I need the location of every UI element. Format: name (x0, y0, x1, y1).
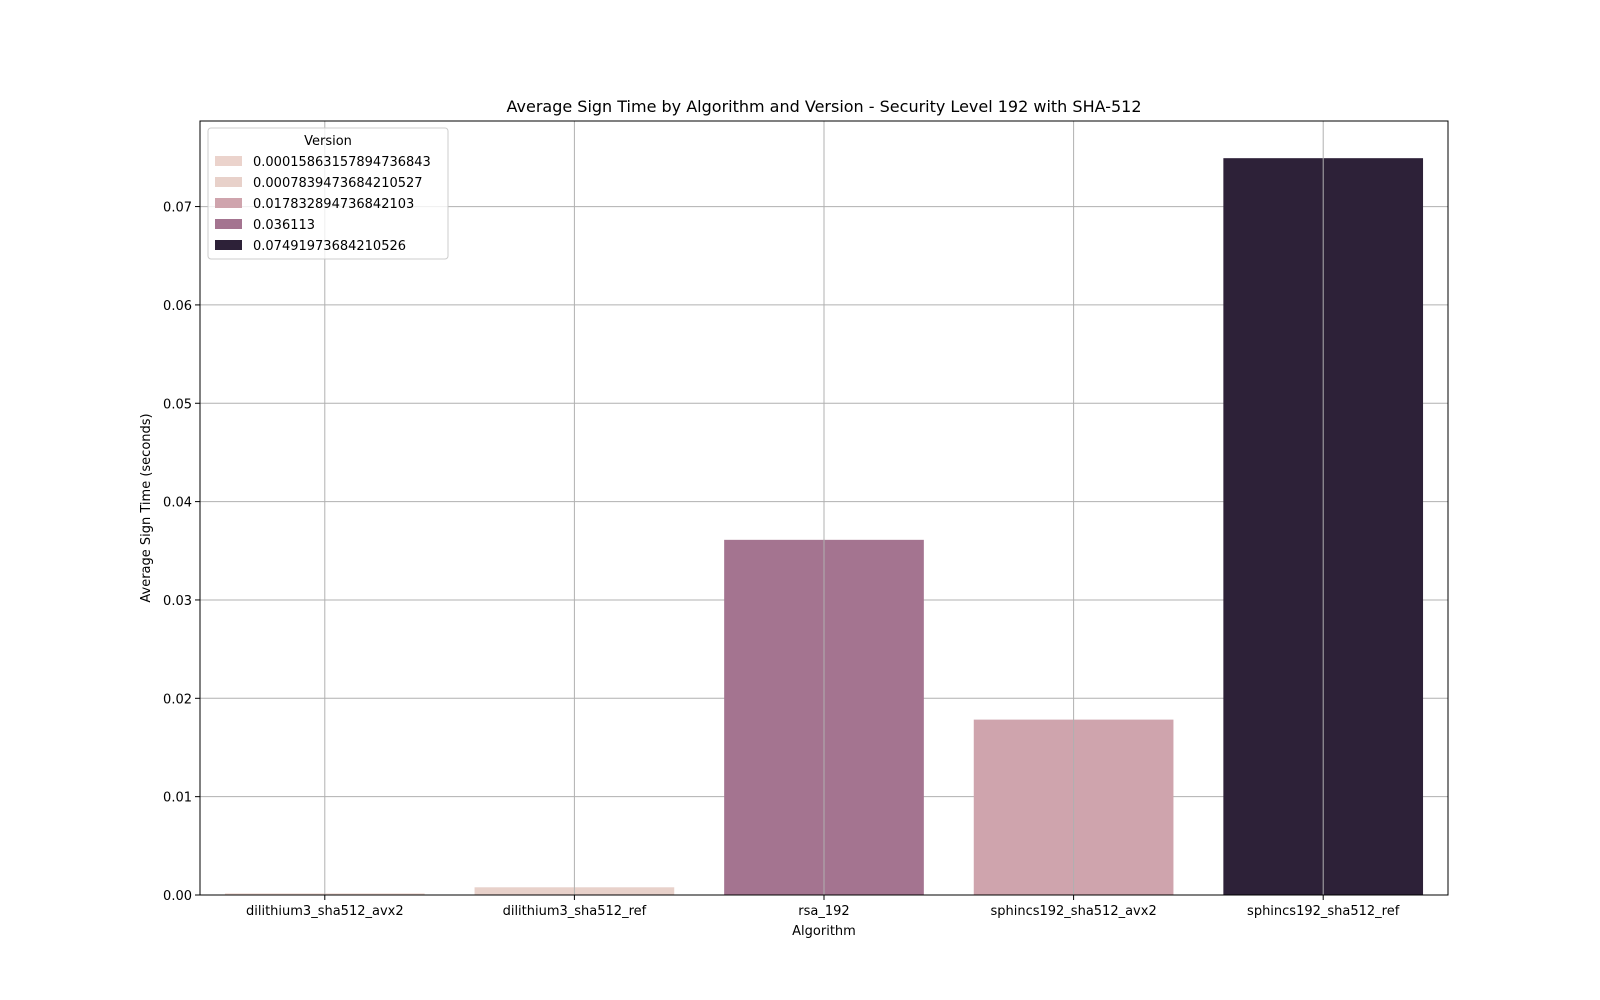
legend-label: 0.0007839473684210527 (253, 176, 423, 191)
legend-title: Version (304, 134, 352, 149)
bars-layer (224, 121, 1424, 895)
legend-swatch (215, 219, 242, 229)
legend-swatch (215, 156, 242, 166)
x-axis: dilithium3_sha512_avx2 dilithium3_sha512_… (246, 895, 1400, 919)
y-tick-label: 0.01 (163, 791, 192, 806)
legend-label: 0.017832894736842103 (253, 197, 414, 212)
chart-title: Average Sign Time by Algorithm and Versi… (507, 97, 1142, 116)
x-tick-label: dilithium3_sha512_avx2 (246, 904, 404, 919)
y-tick-label: 0.00 (163, 889, 192, 904)
x-tick-label: sphincs192_sha512_ref (1247, 904, 1400, 919)
legend-swatch (215, 240, 242, 250)
y-tick-label: 0.06 (163, 299, 192, 314)
legend-entries: 0.00015863157894736843 0.0007839473684210… (215, 155, 431, 254)
x-axis-label: Algorithm (792, 924, 856, 939)
y-axis: 0.00 0.01 0.02 0.03 0.04 0.05 0.06 0.07 (163, 201, 200, 904)
x-tick-label: rsa_192 (798, 904, 849, 919)
legend-box (207, 127, 449, 260)
legend-label: 0.07491973684210526 (253, 239, 406, 254)
legend-label: 0.036113 (253, 218, 315, 233)
y-tick-label: 0.05 (163, 397, 192, 412)
y-tick-label: 0.04 (163, 496, 192, 511)
y-axis-label: Average Sign Time (seconds) (139, 413, 154, 602)
y-tick-label: 0.02 (163, 692, 192, 707)
legend: Version 0.00015863157894736843 0.00078394… (207, 127, 449, 260)
legend-swatch (215, 198, 242, 208)
y-tick-label: 0.07 (163, 201, 192, 216)
x-tick-label: dilithium3_sha512_ref (503, 904, 647, 919)
y-tick-label: 0.03 (163, 594, 192, 609)
x-tick-label: sphincs192_sha512_avx2 (990, 904, 1156, 919)
legend-swatch (215, 177, 242, 187)
legend-label: 0.00015863157894736843 (253, 155, 431, 170)
